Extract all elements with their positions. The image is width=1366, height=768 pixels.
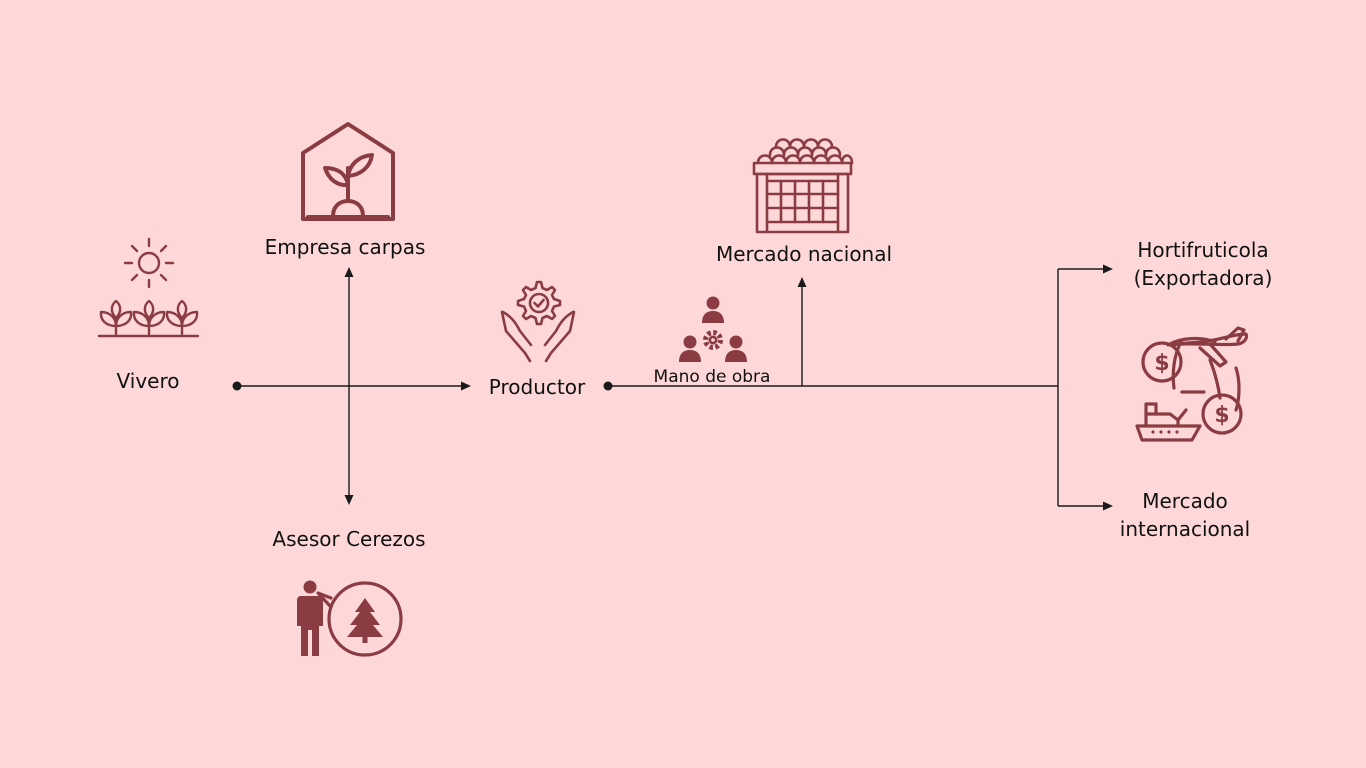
vivero-label: Vivero [116,369,180,393]
global-export-icon: $ $ [1135,326,1249,442]
mercado-internacional-arrowhead [1103,501,1113,511]
advisor-tree-icon [297,580,403,657]
mano-de-obra-label: Mano de obra [653,367,771,387]
hortifruticola-line2: (Exportadora) [1133,266,1273,290]
mercado-internacional-line2: internacional [1119,517,1251,541]
hortifruticola-arrowhead [1103,264,1113,274]
productor-label: Productor [488,375,586,399]
asesor-cerezos-label: Asesor Cerezos [272,527,426,551]
mercado-internacional-label: Mercado internacional [1106,487,1264,543]
greenhouse-icon [301,122,395,221]
hortifruticola-label: Hortifruticola (Exportadora) [1116,236,1290,292]
svg-text:$: $ [1154,351,1169,376]
empresa-carpas-label: Empresa carpas [264,235,426,259]
hands-gear-icon [500,280,576,363]
empresa-carpas-arrowhead [344,267,354,277]
fruit-crate-icon [752,138,854,234]
productor-arrowhead [461,381,471,391]
sun-seedlings-icon [97,237,200,338]
svg-text:$: $ [1214,403,1229,428]
mercado-internacional-line1: Mercado [1142,489,1228,513]
connectors [232,264,1113,511]
asesor-cerezos-arrowhead [344,495,354,505]
mercado-nacional-arrowhead [797,277,807,287]
team-gear-icon [679,296,747,362]
mercado-nacional-label: Mercado nacional [715,242,893,266]
hortifruticola-line1: Hortifruticola [1137,238,1269,262]
